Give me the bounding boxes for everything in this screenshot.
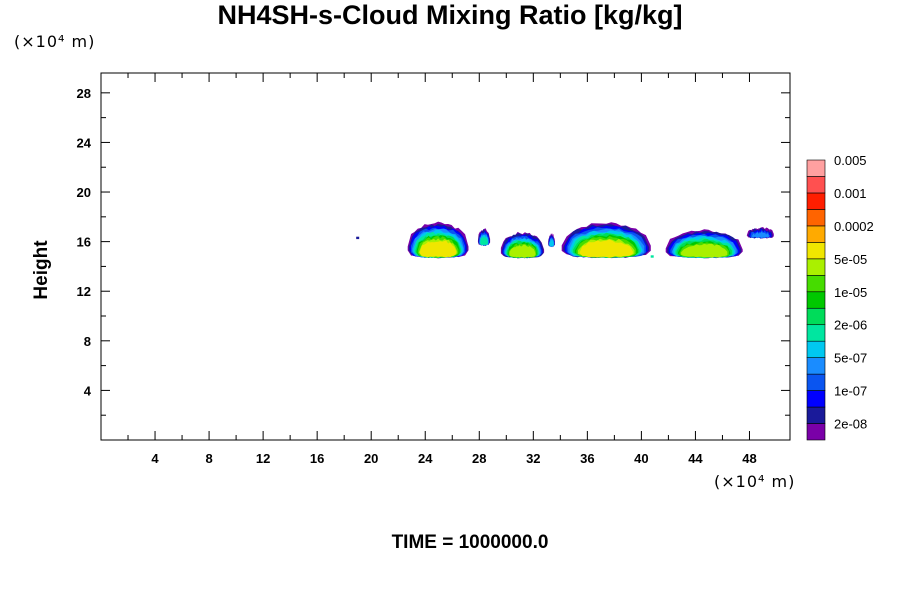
colorbar-cell [806, 209, 826, 227]
y-tick-label: 16 [77, 235, 91, 250]
x-tick-label: 48 [742, 451, 756, 466]
y-tick-label: 20 [77, 185, 91, 200]
colorbar-label: 2e-08 [834, 417, 867, 432]
colorbar-cell [806, 373, 826, 391]
colorbar-label: 5e-07 [834, 351, 867, 366]
y-tick-label: 12 [77, 284, 91, 299]
colorbar-label: 2e-06 [834, 318, 867, 333]
colorbar-cell [806, 307, 826, 326]
x-axis-unit: (×10⁴ m) [714, 472, 796, 491]
x-tick-label: 44 [688, 451, 703, 466]
colorbar-cell [806, 291, 826, 309]
x-tick-label: 36 [580, 451, 594, 466]
x-tick-label: 8 [205, 451, 212, 466]
cloud-speck [356, 236, 360, 240]
colorbar-cell [806, 176, 826, 194]
x-tick-label: 28 [472, 451, 486, 466]
cloud-contour [509, 244, 536, 258]
colorbar-cell [806, 225, 826, 243]
x-tick-label: 4 [151, 451, 159, 466]
colorbar-cell [806, 192, 826, 210]
x-tick-label: 16 [310, 451, 324, 466]
x-tick-label: 12 [256, 451, 270, 466]
y-tick-label: 28 [77, 86, 91, 101]
y-axis-unit: (×10⁴ m) [14, 32, 96, 51]
colorbar-cell [806, 406, 826, 424]
time-label: TIME = 1000000.0 [391, 532, 549, 553]
plot-frame [100, 72, 791, 441]
x-tick-label: 20 [364, 451, 378, 466]
colorbar-cell [806, 423, 826, 441]
x-tick-label: 24 [418, 451, 433, 466]
colorbar-label: 0.001 [834, 186, 867, 201]
colorbar-cell [806, 357, 826, 375]
colorbar-label: 1e-07 [834, 384, 867, 399]
colorbar-label: 0.0002 [834, 219, 874, 234]
colorbar-cell [806, 258, 826, 276]
cloud-contour [681, 243, 728, 258]
x-tick-label: 32 [526, 451, 540, 466]
chart-title: NH4SH-s-Cloud Mixing Ratio [kg/kg] [217, 0, 683, 30]
colorbar-cell [806, 242, 826, 260]
cloud-field [356, 221, 774, 259]
colorbar-label: 0.005 [834, 153, 867, 168]
colorbar: 2e-08 1e-07 5e-07 2e-06 1e-05 5e-05 0.0002 0.00… [806, 153, 874, 441]
y-tick-label: 4 [84, 383, 92, 398]
cloud-contour [751, 231, 769, 239]
colorbar-cell [806, 390, 826, 408]
cloud-contour [480, 236, 488, 246]
colorbar-label: 1e-05 [834, 285, 867, 300]
cloud-contour [549, 238, 554, 248]
cloud-contour [419, 240, 457, 258]
colorbar-cell [806, 159, 826, 177]
y-tick-label: 24 [77, 135, 92, 150]
colorbar-cell [806, 274, 826, 293]
cloud-contour [579, 239, 633, 258]
cloud-speck [650, 255, 654, 258]
colorbar-cell [806, 324, 826, 342]
x-tick-label: 40 [634, 451, 648, 466]
colorbar-label: 5e-05 [834, 252, 867, 267]
y-tick-label: 8 [84, 334, 91, 349]
colorbar-cell [806, 340, 826, 358]
